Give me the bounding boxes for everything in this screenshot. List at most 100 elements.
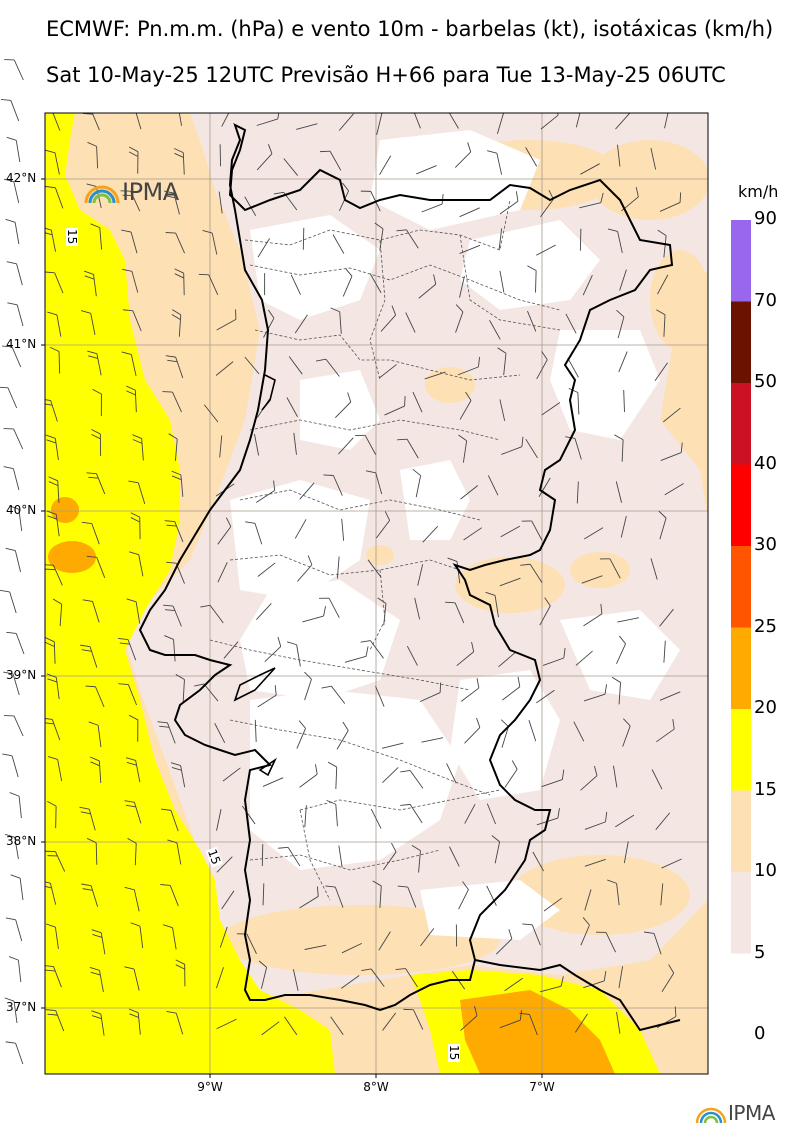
wind-patch bbox=[510, 855, 690, 935]
wind-barb bbox=[341, 518, 345, 541]
wind-barb bbox=[580, 924, 590, 946]
wind-barb-feather bbox=[167, 839, 178, 844]
wind-barb-feather bbox=[5, 547, 16, 552]
wind-barb bbox=[617, 231, 623, 254]
wind-barb-feather bbox=[171, 767, 182, 771]
wind-barb bbox=[10, 100, 20, 122]
wind-barb bbox=[16, 304, 24, 327]
wind-barb bbox=[325, 358, 340, 377]
wind-barb bbox=[182, 152, 185, 175]
wind-barb bbox=[127, 639, 137, 661]
wind-barb bbox=[338, 845, 343, 868]
wind-barb-feather bbox=[515, 191, 519, 202]
wind-barb bbox=[299, 773, 318, 788]
wind-barb bbox=[15, 140, 21, 163]
wind-barb bbox=[338, 437, 354, 455]
wind-barb bbox=[294, 519, 307, 539]
aveiro-lagoon bbox=[261, 374, 276, 411]
wind-barb bbox=[141, 438, 144, 461]
wind-barb bbox=[414, 597, 421, 620]
wind-barb bbox=[211, 232, 218, 255]
wind-barb-feather bbox=[86, 183, 97, 187]
wind-barb bbox=[297, 564, 313, 582]
wind-barb-feather bbox=[342, 182, 349, 192]
wind-barb-feather bbox=[476, 678, 480, 689]
wind-barb bbox=[19, 878, 24, 901]
wind-barb-feather bbox=[487, 150, 497, 154]
wind-barb-feather bbox=[175, 964, 185, 970]
wind-barb bbox=[461, 687, 480, 702]
wind-barb bbox=[178, 314, 182, 337]
wind-barb bbox=[328, 597, 340, 618]
wind-barb bbox=[256, 603, 272, 620]
wind-barb-feather bbox=[91, 929, 102, 934]
wind-barb-feather bbox=[47, 1013, 58, 1016]
wind-barb-feather bbox=[91, 433, 101, 440]
wind-barb bbox=[421, 203, 443, 213]
wind-barb-feather bbox=[130, 922, 141, 927]
colorbar-unit: km/h bbox=[738, 182, 779, 201]
wind-barb bbox=[169, 885, 179, 907]
wind-barb bbox=[261, 1021, 280, 1036]
wind-barb bbox=[525, 438, 538, 459]
wind-barb bbox=[341, 942, 363, 954]
wind-barb bbox=[209, 605, 224, 624]
wind-barb-feather bbox=[165, 355, 176, 358]
wind-barb bbox=[407, 886, 417, 908]
wind-barb bbox=[256, 153, 273, 171]
wind-barb bbox=[459, 276, 465, 298]
wind-barb bbox=[458, 889, 469, 910]
wind-barb bbox=[167, 722, 176, 744]
wind-barb bbox=[223, 641, 239, 659]
wind-barb bbox=[584, 527, 604, 540]
rainbow-arc-icon bbox=[695, 1107, 727, 1124]
wind-barb bbox=[381, 742, 404, 749]
wind-barb bbox=[208, 274, 219, 296]
wind-barb bbox=[376, 113, 383, 135]
wind-barb bbox=[99, 227, 103, 250]
wind-barb-feather bbox=[668, 964, 675, 974]
wind-barb bbox=[580, 775, 598, 791]
wind-barb-feather bbox=[412, 468, 421, 476]
calm-patch bbox=[450, 670, 560, 800]
wind-barb bbox=[57, 759, 63, 782]
ipma-logo-footer: IPMA bbox=[694, 1101, 775, 1125]
wind-barb-feather bbox=[594, 765, 598, 776]
wind-barb-feather bbox=[225, 517, 232, 527]
wind-barb-feather bbox=[126, 390, 136, 396]
wind-barb bbox=[254, 433, 260, 456]
wind-barb-feather bbox=[277, 113, 280, 120]
colorbar bbox=[731, 220, 751, 1036]
wind-barb bbox=[659, 202, 681, 212]
wind-barb-feather bbox=[267, 309, 275, 319]
wind-barb bbox=[616, 883, 620, 906]
wind-barb-feather bbox=[400, 770, 411, 773]
wind-barb-feather bbox=[522, 923, 533, 926]
wind-barb bbox=[503, 353, 507, 376]
wind-barb-feather bbox=[623, 718, 631, 727]
wind-barb-feather bbox=[315, 358, 326, 362]
wind-barb bbox=[9, 591, 17, 614]
wind-barb bbox=[217, 562, 228, 583]
wind-barb bbox=[241, 805, 256, 825]
wind-barb-feather bbox=[315, 764, 318, 775]
wind-barb-feather bbox=[132, 434, 142, 439]
wind-barb-feather bbox=[171, 309, 182, 316]
wind-barb-feather bbox=[365, 470, 376, 474]
wind-barb-feather bbox=[45, 149, 56, 154]
wind-barb-feather bbox=[478, 356, 480, 367]
wind-barb bbox=[582, 274, 593, 296]
wind-barb-feather bbox=[125, 804, 136, 808]
wind-barb-feather bbox=[164, 609, 175, 611]
wind-barb-feather bbox=[307, 555, 313, 566]
wind-barb-feather bbox=[47, 800, 57, 807]
wind-barb bbox=[172, 927, 177, 950]
wind-barb bbox=[661, 858, 682, 869]
wind-barb-feather bbox=[45, 1009, 56, 1012]
colorbar-label: 10 bbox=[754, 860, 777, 881]
wind-barb-feather bbox=[48, 476, 58, 482]
wind-patch bbox=[650, 250, 708, 350]
wind-barb bbox=[489, 320, 501, 340]
district-borders bbox=[209, 199, 561, 901]
wind-barb bbox=[100, 932, 106, 955]
